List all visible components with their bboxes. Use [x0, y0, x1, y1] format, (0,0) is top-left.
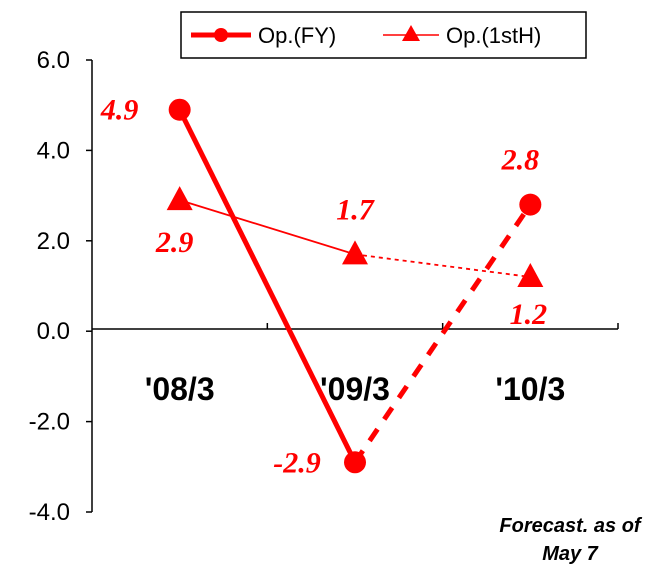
fy-segment	[177, 108, 358, 464]
h1-point	[342, 240, 368, 265]
data-label: 1.2	[510, 298, 548, 331]
y-tick-label: 4.0	[37, 137, 70, 164]
h1-segment	[179, 199, 356, 256]
legend-fy-marker	[214, 28, 228, 42]
category-label: '10/3	[495, 371, 565, 407]
legend-h1-label: Op.(1stH)	[446, 23, 541, 48]
h1-point	[166, 186, 193, 211]
category-label: '08/3	[145, 371, 215, 407]
legend-h1-marker	[402, 25, 420, 41]
forecast-note-line1: Forecast. as of	[499, 515, 643, 537]
y-tick-label: -2.0	[29, 409, 70, 436]
data-label: 2.8	[501, 144, 540, 177]
data-label: -2.9	[273, 446, 321, 479]
fy-point	[344, 451, 366, 474]
forecast-note-line2: May 7	[542, 543, 598, 565]
fy-segment	[352, 203, 533, 464]
y-tick-label: 0.0	[37, 318, 70, 345]
data-label: 4.9	[100, 94, 139, 127]
h1-segment	[354, 253, 531, 278]
legend-fy-label: Op.(FY)	[258, 23, 336, 48]
category-label: '09/3	[320, 371, 390, 407]
data-label: 1.7	[336, 193, 375, 226]
y-tick-label: 6.0	[37, 47, 70, 74]
data-label: 2.9	[155, 226, 194, 259]
fy-point	[519, 193, 542, 216]
h1-point	[517, 262, 544, 287]
legend: Op.(FY) Op.(1stH)	[180, 11, 587, 59]
y-tick-label: 2.0	[37, 228, 70, 255]
y-tick-label: -4.0	[29, 499, 70, 526]
fy-point	[168, 98, 191, 121]
